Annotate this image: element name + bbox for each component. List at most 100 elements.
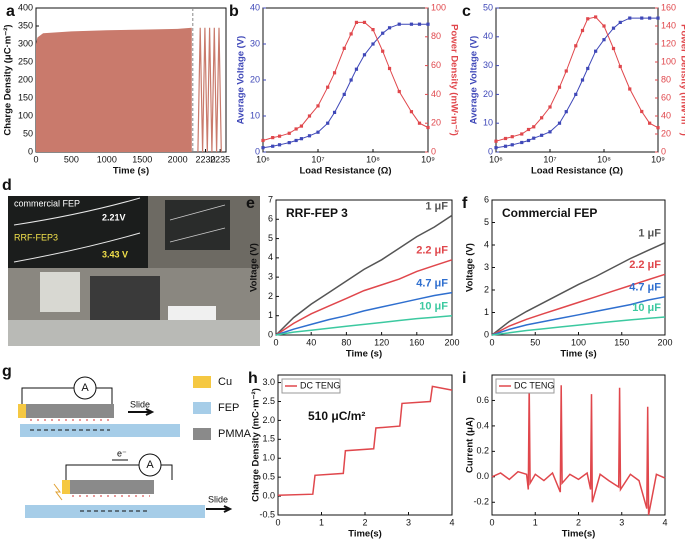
- marker: [602, 24, 606, 28]
- panel-label: b: [229, 3, 239, 20]
- x-tick-label: 4: [449, 517, 454, 527]
- wire: [65, 464, 173, 480]
- chart-title: RRF-FEP 3: [286, 206, 348, 220]
- marker: [381, 49, 385, 53]
- marker: [316, 130, 320, 134]
- series-line: [491, 316, 666, 336]
- marker: [271, 136, 275, 140]
- y-tick-label: 0: [488, 146, 493, 156]
- marker: [564, 110, 568, 114]
- x-tick-label: 10⁹: [421, 154, 435, 164]
- marker: [510, 135, 514, 139]
- marker: [594, 15, 598, 19]
- plot-frame: [491, 374, 666, 516]
- y-tick-label: 40: [250, 2, 260, 12]
- marker: [548, 105, 552, 109]
- y-tick-label: 4: [268, 252, 273, 262]
- marker: [287, 141, 291, 145]
- y-tick-label: 200: [18, 74, 33, 84]
- marker: [332, 71, 337, 75]
- marker: [526, 127, 531, 132]
- panel-label: i: [462, 370, 466, 387]
- marker: [261, 146, 265, 150]
- y-tick-label: 1.0: [262, 453, 275, 463]
- series-line: [495, 17, 658, 149]
- series-line: [275, 314, 453, 336]
- photo-panel: d commercial FEP 2.21V RRF-FEP3 3.43 V: [2, 177, 260, 346]
- marker: [316, 104, 320, 108]
- marker: [648, 121, 652, 125]
- marker: [640, 16, 644, 20]
- screen-label: RRF-FEP3: [14, 232, 58, 242]
- trace: [13, 232, 141, 263]
- y-tick-label: 0.0: [262, 490, 275, 500]
- marker: [557, 121, 562, 125]
- x-axis-label: Time (s): [346, 349, 382, 360]
- y-tick-label: 2.5: [262, 396, 275, 406]
- y-tick-label: 60: [431, 60, 441, 70]
- x-tick-label: 2235: [210, 154, 230, 164]
- x-tick-label: 10⁷: [543, 154, 556, 164]
- series-label: 2.2 μF: [416, 245, 448, 257]
- screen-reading: 2.21V: [102, 212, 126, 222]
- marker: [307, 134, 312, 138]
- y-tick-label: 140: [661, 20, 676, 30]
- x-tick-label: 200: [444, 337, 459, 347]
- arrow: [206, 505, 233, 513]
- ammeter-label: A: [146, 459, 154, 471]
- x-tick-label: 2000: [168, 154, 188, 164]
- legend-box: [495, 378, 555, 394]
- series-line: [275, 259, 453, 336]
- y-tick-label: 6: [268, 214, 273, 224]
- marker: [299, 137, 304, 141]
- marker: [277, 134, 282, 138]
- y-tick-label: -0.2: [473, 497, 489, 507]
- series-label: 1 μF: [638, 228, 661, 240]
- series-line: [262, 21, 429, 141]
- y-tick-label: 6: [484, 194, 489, 204]
- marker: [299, 124, 304, 128]
- marker: [503, 136, 508, 141]
- annotation: 510 μC/m²: [308, 409, 365, 423]
- slide-label: Slide: [130, 399, 150, 409]
- y-tick-label: 10: [250, 110, 260, 120]
- x-tick-label: 10⁹: [651, 154, 665, 164]
- marker: [277, 143, 282, 147]
- marker: [387, 66, 392, 71]
- y-tick-label: 5: [268, 233, 273, 243]
- y-axis-label: Charge Density (mC·m⁻²): [251, 388, 262, 502]
- legend-label: DC TENG: [514, 380, 554, 390]
- y-tick-label: 0.4: [476, 420, 489, 430]
- marker: [271, 144, 275, 148]
- series-line: [275, 214, 453, 336]
- y-tick-label: 3: [484, 262, 489, 272]
- y-axis-label: Voltage (V): [249, 243, 260, 292]
- x-axis-label: Load Resistance (Ω): [531, 166, 623, 177]
- y-tick-label: 1: [268, 310, 273, 320]
- legend-label: FEP: [218, 402, 239, 414]
- x-tick-label: 2: [576, 517, 581, 527]
- y-tick-label: 0: [431, 146, 436, 156]
- x-tick-label: 120: [374, 337, 389, 347]
- x-tick-label: 3: [406, 517, 411, 527]
- x-tick-label: 10⁶: [256, 154, 270, 164]
- y-tick-label: 100: [661, 56, 676, 66]
- y-tick-label: 20: [661, 128, 671, 138]
- marker: [628, 87, 632, 91]
- marker: [494, 146, 498, 150]
- legend-swatch: [193, 428, 211, 440]
- x-tick-label: 2: [362, 517, 367, 527]
- plot-frame: [495, 7, 659, 153]
- marker: [397, 89, 401, 94]
- y-tick-label: 2: [268, 291, 273, 301]
- x-tick-label: 100: [571, 337, 586, 347]
- panel-label: d: [2, 177, 12, 194]
- marker: [294, 138, 298, 143]
- area: [36, 27, 192, 152]
- series-line: [491, 385, 666, 516]
- y-tick-label: 40: [431, 89, 441, 99]
- y-tick-label: 20: [250, 74, 260, 84]
- y-tick-label: 4: [484, 239, 489, 249]
- y-tick-label: 3.0: [262, 377, 275, 387]
